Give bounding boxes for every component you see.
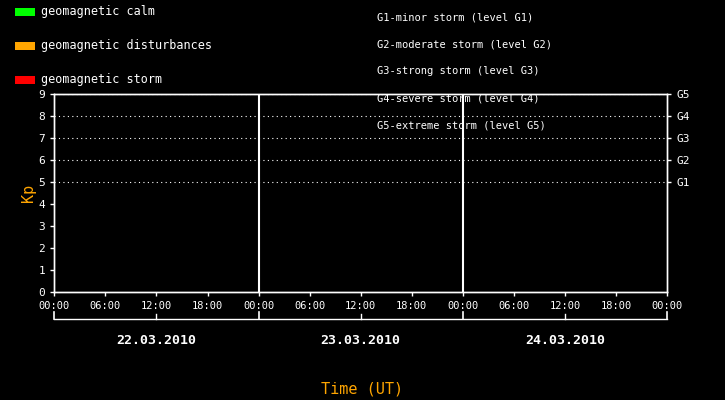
Text: G4-severe storm (level G4): G4-severe storm (level G4): [377, 94, 539, 104]
Text: Time (UT): Time (UT): [321, 381, 404, 396]
Text: G5-extreme storm (level G5): G5-extreme storm (level G5): [377, 121, 546, 131]
Text: geomagnetic storm: geomagnetic storm: [41, 74, 162, 86]
Text: geomagnetic calm: geomagnetic calm: [41, 6, 154, 18]
Text: 23.03.2010: 23.03.2010: [320, 334, 401, 347]
Text: 22.03.2010: 22.03.2010: [117, 334, 196, 347]
Text: 24.03.2010: 24.03.2010: [525, 334, 605, 347]
Text: G3-strong storm (level G3): G3-strong storm (level G3): [377, 66, 539, 76]
Text: geomagnetic disturbances: geomagnetic disturbances: [41, 40, 212, 52]
Text: G1-minor storm (level G1): G1-minor storm (level G1): [377, 12, 534, 22]
Y-axis label: Kp: Kp: [21, 184, 36, 202]
Text: G2-moderate storm (level G2): G2-moderate storm (level G2): [377, 39, 552, 49]
